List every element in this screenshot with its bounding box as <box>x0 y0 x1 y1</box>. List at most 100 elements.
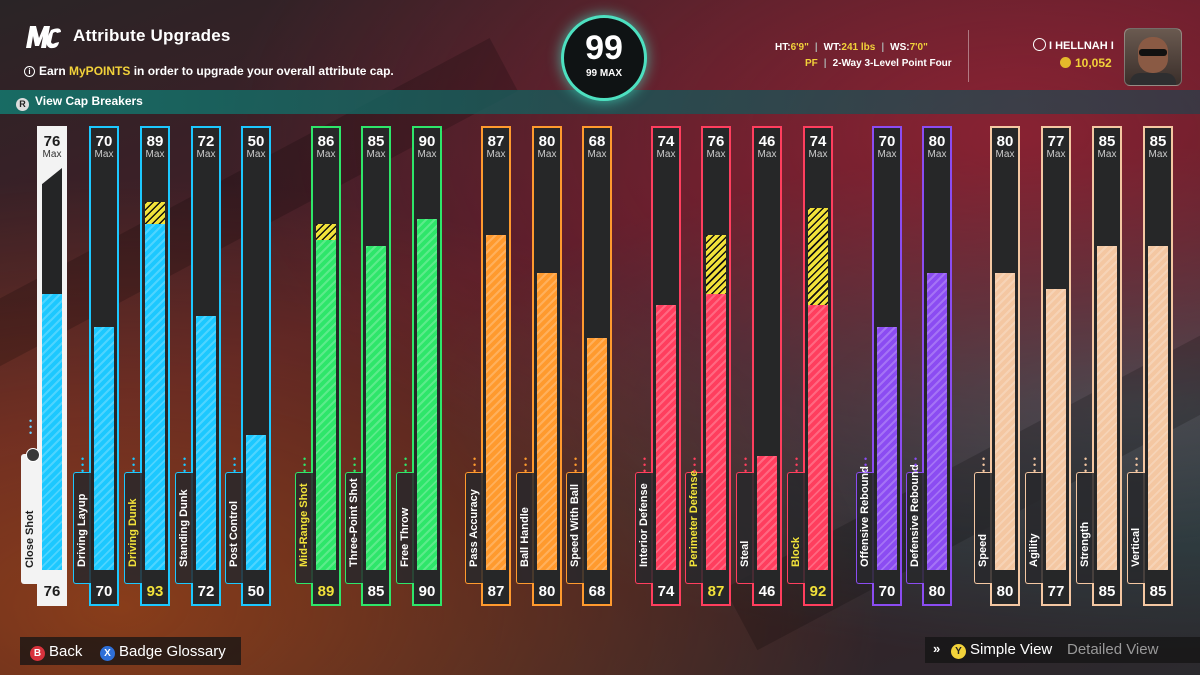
column-dots: • • • <box>795 454 799 476</box>
attribute-label-tab: Vertical <box>1127 472 1145 584</box>
attribute-boost-bar <box>145 202 165 224</box>
header-divider <box>968 30 969 82</box>
back-label: Back <box>49 643 83 660</box>
footer-right: » Y Simple View Detailed View <box>925 637 1200 663</box>
wingspan-value: 7'0" <box>909 42 928 53</box>
attribute-max-label: Max <box>757 149 777 160</box>
attribute-max-value: 50 <box>247 133 265 150</box>
column-dots: • • • <box>303 454 307 476</box>
double-chevron-icon: » <box>933 641 941 656</box>
attribute-fill-bar <box>246 435 266 570</box>
attribute-column[interactable]: 50 Max 50 <box>241 126 271 606</box>
badge-glossary-button[interactable]: X Badge Glossary <box>100 643 226 661</box>
attribute-fill-bar <box>656 305 676 570</box>
position-value: PF <box>805 58 818 69</box>
attribute-max-label: Max <box>246 149 266 160</box>
attribute-column[interactable]: 87 Max 87 <box>481 126 511 606</box>
attribute-column[interactable]: 85 Max 85 <box>1143 126 1173 606</box>
r-stick-icon: R <box>16 98 29 111</box>
attribute-column[interactable]: 70 Max 70 <box>872 126 902 606</box>
attribute-max-value: 68 <box>588 133 606 150</box>
attribute-fill-bar <box>42 294 62 570</box>
y-button-icon: Y <box>951 644 966 659</box>
column-dots: • • • <box>1033 454 1037 476</box>
attribute-fill-bar <box>587 338 607 570</box>
attribute-fill-bar <box>1097 246 1117 570</box>
simple-view-button[interactable]: Y Simple View <box>951 641 1052 659</box>
page-title: Attribute Upgrades <box>73 26 231 45</box>
attribute-current-value: 74 <box>657 583 675 600</box>
attribute-max-value: 76 <box>707 133 725 150</box>
vc-value: 10,052 <box>1075 56 1112 70</box>
attribute-column[interactable]: 72 Max 72 <box>191 126 221 606</box>
detailed-view-tab[interactable]: Detailed View <box>1067 641 1159 658</box>
attribute-column[interactable]: 76 Max 87 <box>701 126 731 606</box>
player-info: HT:6'9" | WT:241 lbs | WS:7'0" PF | 2-Way 3-Le… <box>775 42 952 69</box>
attribute-column[interactable]: 74 Max 92 <box>803 126 833 606</box>
weight-value: 241 lbs <box>841 42 876 53</box>
attribute-current-value: 85 <box>1098 583 1116 600</box>
attribute-max-label: Max <box>877 149 897 160</box>
column-dots: • • • <box>183 454 187 476</box>
attribute-name: Ball Handle <box>519 507 531 567</box>
attribute-current-value: 89 <box>317 583 335 600</box>
mypoints-highlight: MyPOINTS <box>69 64 131 78</box>
column-dots: • • • <box>233 454 237 476</box>
attribute-label-tab: Driving Layup <box>73 472 91 584</box>
attribute-column[interactable]: 74 Max 74 <box>651 126 681 606</box>
attribute-name: Mid-Range Shot <box>298 483 310 567</box>
attribute-column[interactable]: 85 Max 85 <box>1092 126 1122 606</box>
attribute-label-tab: Post Control <box>225 472 243 584</box>
attribute-max-label: Max <box>1046 149 1066 160</box>
x-button-icon: X <box>100 646 115 661</box>
attribute-name: Driving Dunk <box>127 498 139 567</box>
attribute-max-label: Max <box>537 149 557 160</box>
column-dots: • • • <box>473 454 477 476</box>
attribute-fill-bar <box>927 273 947 570</box>
attribute-current-value: 87 <box>707 583 725 600</box>
b-button-icon: B <box>30 646 45 661</box>
attribute-label-tab: Agility <box>1025 472 1043 584</box>
gamertag: I HELLNAH I <box>1033 38 1114 52</box>
attribute-name: Speed With Ball <box>569 483 581 567</box>
attribute-column[interactable]: 46 Max 46 <box>752 126 782 606</box>
column-dots: • • • <box>1084 454 1088 476</box>
attribute-column[interactable]: 68 Max 68 <box>582 126 612 606</box>
attribute-column[interactable]: 80 Max 80 <box>990 126 1020 606</box>
attribute-column[interactable]: 76 Max 76 <box>37 126 67 606</box>
attribute-fill-bar <box>757 456 777 570</box>
column-dots: • • • <box>81 454 85 476</box>
attribute-label-tab: Offensive Rebound <box>856 466 874 584</box>
cap-breakers-label: View Cap Breakers <box>35 94 143 108</box>
attribute-name: Free Throw <box>399 507 411 567</box>
height-value: 6'9" <box>790 42 809 53</box>
attribute-max-label: Max <box>995 149 1015 160</box>
column-dots: • • • <box>864 454 868 476</box>
attribute-max-label: Max <box>145 149 165 160</box>
view-cap-breakers-button[interactable]: R View Cap Breakers <box>16 94 143 111</box>
back-button[interactable]: B Back <box>30 643 82 661</box>
attribute-name: Defensive Rebound <box>909 464 921 567</box>
attribute-column[interactable]: 70 Max 70 <box>89 126 119 606</box>
attribute-column[interactable]: 85 Max 85 <box>361 126 391 606</box>
attribute-max-label: Max <box>42 149 62 160</box>
column-dots: • • • <box>353 454 357 476</box>
info-icon: i <box>24 66 35 77</box>
attribute-current-value: 80 <box>996 583 1014 600</box>
attribute-max-value: 74 <box>809 133 827 150</box>
attribute-column[interactable]: 86 Max 89 <box>311 126 341 606</box>
attribute-column[interactable]: 80 Max 80 <box>922 126 952 606</box>
attribute-column[interactable]: 80 Max 80 <box>532 126 562 606</box>
vc-coin-icon <box>1060 57 1071 68</box>
attribute-column[interactable]: 77 Max 77 <box>1041 126 1071 606</box>
attribute-fill-bar <box>1046 289 1066 570</box>
attribute-max-value: 72 <box>197 133 215 150</box>
height-label: HT: <box>775 42 791 53</box>
info-suffix: in order to upgrade your overall attribu… <box>130 64 394 78</box>
attribute-fill-bar <box>877 327 897 570</box>
attribute-label-tab: Driving Dunk <box>124 472 142 584</box>
attribute-column[interactable]: 90 Max 90 <box>412 126 442 606</box>
attribute-fill-bar <box>316 240 336 570</box>
attribute-column[interactable]: 89 Max 93 <box>140 126 170 606</box>
column-dots: • • • <box>29 416 33 438</box>
